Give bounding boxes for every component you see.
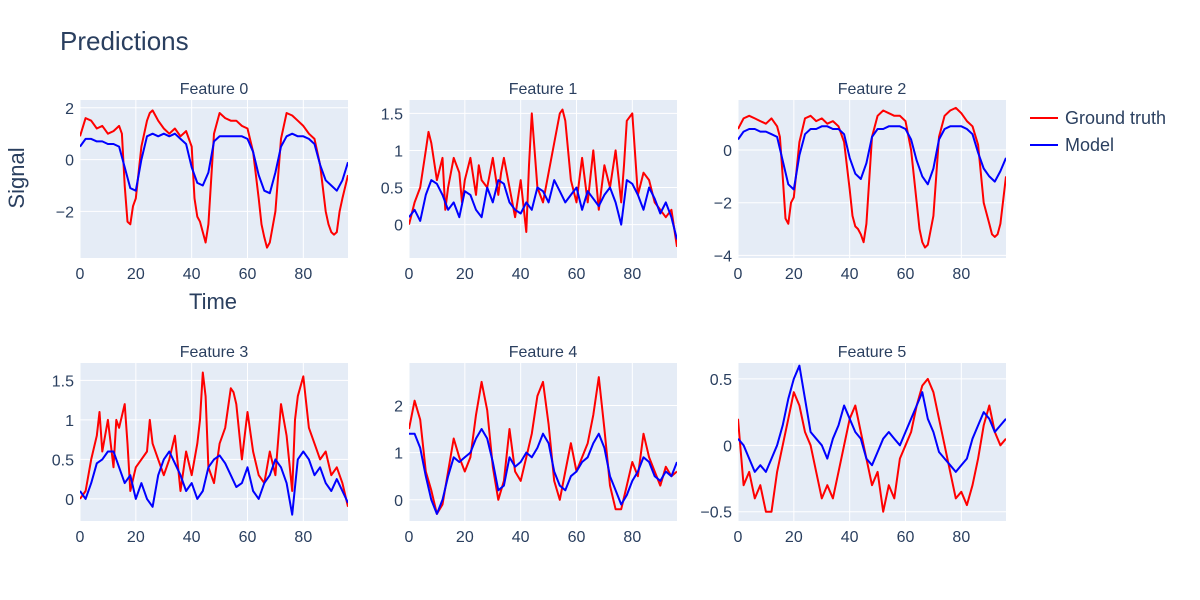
chart-title: Predictions <box>60 26 189 56</box>
subplot-feature-4: 0 20 40 60 80 0 1 2 Feature 4 <box>394 344 677 546</box>
y-tick-label: 1 <box>394 143 403 160</box>
legend[interactable]: Ground truth Model <box>1030 108 1166 155</box>
x-tick-label: 40 <box>183 266 201 283</box>
x-tick-label: 40 <box>183 529 201 546</box>
subplot-title: Feature 3 <box>180 344 249 361</box>
x-tick-label: 80 <box>294 529 312 546</box>
subplot-feature-1: 0 20 40 60 80 0 0.5 1 1.5 Feature 1 <box>381 81 677 283</box>
legend-item-ground-truth[interactable]: Ground truth <box>1030 108 1166 128</box>
x-tick-label: 80 <box>294 266 312 283</box>
plot-area <box>80 100 348 258</box>
subplot-feature-2: 0 20 40 60 80 −4 −2 0 Feature 2 <box>714 81 1006 283</box>
x-tick-label: 60 <box>897 529 915 546</box>
x-tick-label: 20 <box>127 266 145 283</box>
series-line-model[interactable] <box>738 364 1006 473</box>
x-tick-label: 20 <box>785 266 803 283</box>
subplot-title: Feature 5 <box>838 344 907 361</box>
series-line-model[interactable] <box>738 125 1006 191</box>
x-tick-label: 0 <box>76 529 85 546</box>
y-tick-label: −0.5 <box>700 505 732 522</box>
series-line-ground-truth[interactable] <box>80 109 348 249</box>
series-line-model[interactable] <box>80 450 348 516</box>
y-tick-label: 0 <box>394 218 403 235</box>
x-tick-label: 0 <box>405 266 414 283</box>
series-line-ground-truth[interactable] <box>738 377 1006 513</box>
x-tick-label: 60 <box>568 529 586 546</box>
series-line-ground-truth[interactable] <box>80 371 348 508</box>
y-tick-label: 2 <box>394 398 403 415</box>
subplot-title: Feature 2 <box>838 81 907 98</box>
y-tick-label: 2 <box>65 101 74 118</box>
x-tick-label: 20 <box>456 529 474 546</box>
y-tick-label: 1.5 <box>381 106 403 123</box>
plot-area <box>80 363 348 521</box>
y-tick-label: 0 <box>65 153 74 170</box>
y-tick-label: 0 <box>723 438 732 455</box>
series-line-model[interactable] <box>409 428 677 515</box>
y-tick-label: 1 <box>65 413 74 430</box>
x-tick-label: 60 <box>239 529 257 546</box>
y-axis-title: Signal <box>4 147 29 208</box>
x-tick-label: 20 <box>456 266 474 283</box>
x-tick-label: 0 <box>734 529 743 546</box>
x-tick-label: 40 <box>841 266 859 283</box>
x-tick-label: 0 <box>76 266 85 283</box>
x-tick-label: 40 <box>512 529 530 546</box>
x-axis-title: Time <box>189 289 237 314</box>
y-tick-label: −4 <box>714 248 732 265</box>
y-tick-label: 0 <box>65 492 74 509</box>
y-tick-label: −2 <box>714 196 732 213</box>
x-tick-label: 60 <box>568 266 586 283</box>
y-tick-label: 0.5 <box>52 452 74 469</box>
y-tick-label: −2 <box>56 204 74 221</box>
series-line-model[interactable] <box>409 179 677 240</box>
y-tick-label: 1.5 <box>52 373 74 390</box>
series-line-ground-truth[interactable] <box>409 108 677 248</box>
subplot-feature-0: 0 20 40 60 80 −2 0 2 Feature 0 <box>56 81 348 283</box>
legend-label: Model <box>1065 135 1114 155</box>
x-tick-label: 80 <box>952 529 970 546</box>
x-tick-label: 60 <box>897 266 915 283</box>
x-tick-label: 40 <box>512 266 530 283</box>
x-tick-label: 80 <box>952 266 970 283</box>
x-tick-label: 60 <box>239 266 257 283</box>
legend-label: Ground truth <box>1065 108 1166 128</box>
y-tick-label: 0 <box>723 143 732 160</box>
subplot-title: Feature 1 <box>509 81 578 98</box>
subplot-title: Feature 4 <box>509 344 578 361</box>
plot-area <box>738 100 1006 258</box>
subplot-feature-3: 0 20 40 60 80 0 0.5 1 1.5 Feature 3 <box>52 344 348 546</box>
legend-item-model[interactable]: Model <box>1030 135 1114 155</box>
series-line-ground-truth[interactable] <box>738 106 1006 249</box>
series-line-ground-truth[interactable] <box>409 376 677 515</box>
x-tick-label: 80 <box>623 529 641 546</box>
x-tick-label: 40 <box>841 529 859 546</box>
subplot-title: Feature 0 <box>180 81 249 98</box>
y-tick-label: 1 <box>394 446 403 463</box>
x-tick-label: 0 <box>734 266 743 283</box>
y-tick-label: 0 <box>394 493 403 510</box>
x-tick-label: 20 <box>785 529 803 546</box>
y-tick-label: 0.5 <box>381 181 403 198</box>
x-tick-label: 20 <box>127 529 145 546</box>
y-tick-label: 0.5 <box>710 372 732 389</box>
series-line-model[interactable] <box>80 132 348 195</box>
x-tick-label: 0 <box>405 529 414 546</box>
x-tick-label: 80 <box>623 266 641 283</box>
